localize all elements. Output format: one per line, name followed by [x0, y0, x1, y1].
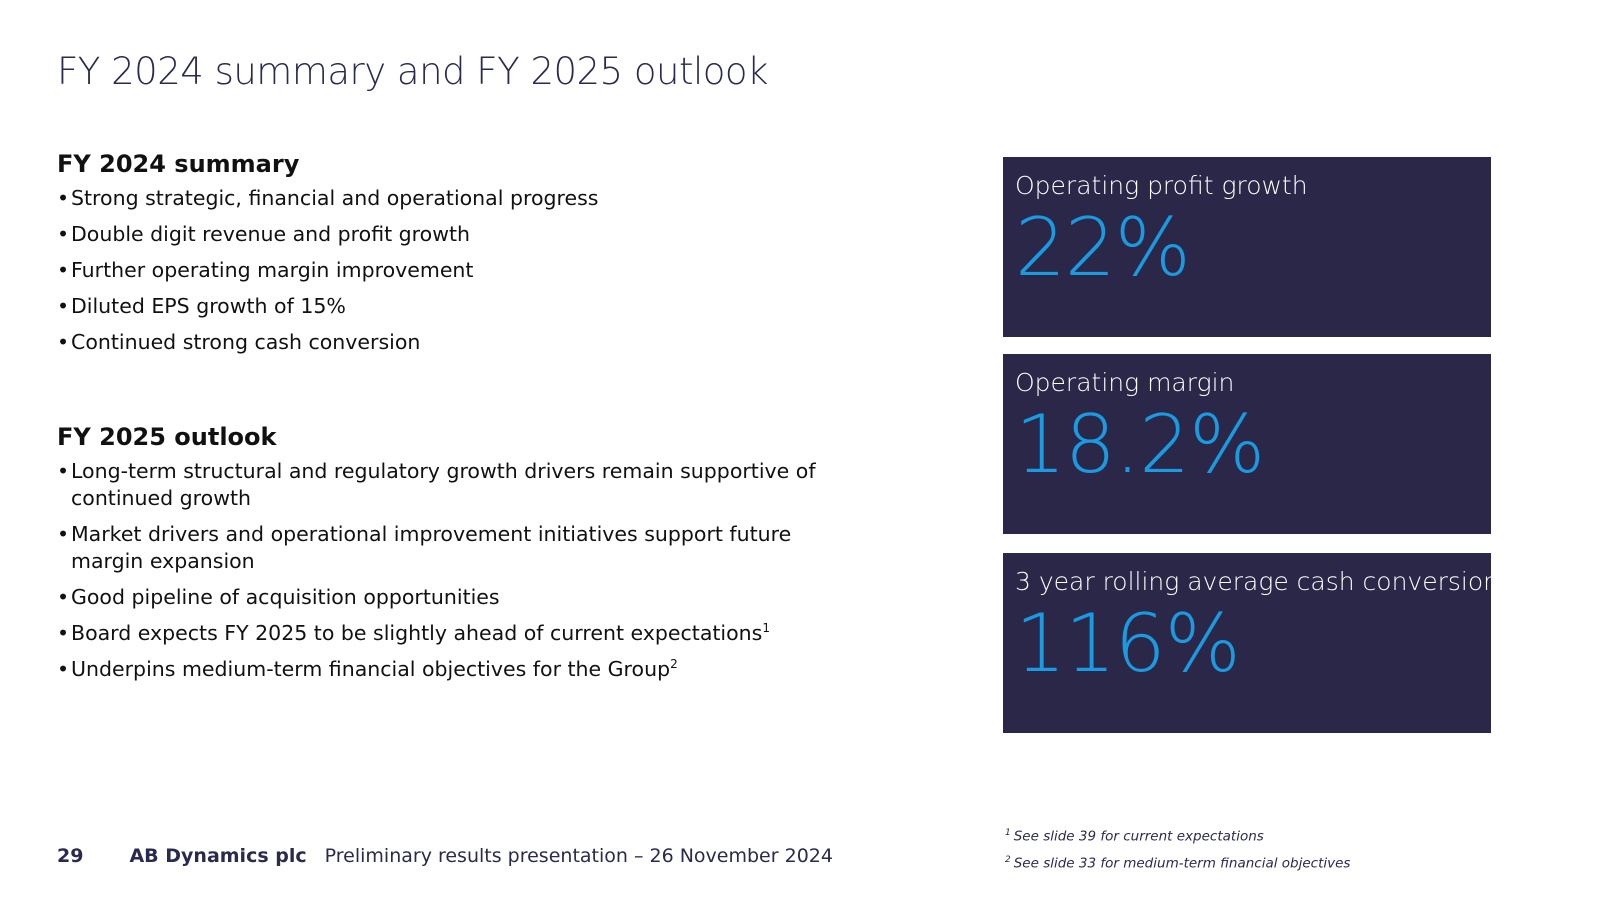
kpi-card-cash-conversion: 3 year rolling average cash conversion 1… — [1003, 553, 1499, 733]
presentation-name: Preliminary results presentation – 26 No… — [324, 845, 833, 867]
list-item: Good pipeline of acquisition opportuniti… — [57, 584, 857, 611]
kpi-card-operating-margin: Operating margin 18.2% — [1003, 354, 1491, 534]
list-item: Double digit revenue and profit growth — [57, 221, 857, 248]
kpi-card-operating-profit-growth: Operating profit growth 22% — [1003, 157, 1491, 337]
kpi-label: Operating margin — [1015, 368, 1235, 397]
footnote-ref: 2 — [670, 657, 678, 672]
list-item: Long-term structural and regulatory grow… — [57, 458, 857, 512]
list-item: Board expects FY 2025 to be slightly ahe… — [57, 620, 857, 647]
page-title: FY 2024 summary and FY 2025 outlook — [57, 50, 768, 93]
kpi-value: 22% — [1015, 201, 1191, 294]
page-number: 29 — [57, 845, 84, 867]
list-item: Strong strategic, financial and operatio… — [57, 185, 857, 212]
list-item: Further operating margin improvement — [57, 257, 857, 284]
footer: 29 AB Dynamics plc Preliminary results pre… — [57, 845, 833, 867]
list-item: Diluted EPS growth of 15% — [57, 293, 857, 320]
outlook-section: FY 2025 outlook Long-term structural and… — [57, 423, 857, 692]
summary-section: FY 2024 summary Strong strategic, financ… — [57, 150, 857, 365]
list-item: Underpins medium-term financial objectiv… — [57, 656, 857, 683]
list-item: Continued strong cash conversion — [57, 329, 857, 356]
list-item: Market drivers and operational improveme… — [57, 521, 857, 575]
footnote-ref: 1 — [762, 621, 770, 636]
footnote-mark: 1 — [1005, 828, 1011, 838]
company-name: AB Dynamics plc — [129, 845, 307, 867]
footnote-text: See slide 39 for current expectations — [1013, 828, 1264, 845]
outlook-list: Long-term structural and regulatory grow… — [57, 458, 857, 683]
footnote-text: See slide 33 for medium-term financial o… — [1013, 855, 1351, 872]
footnote-mark: 2 — [1005, 855, 1011, 865]
kpi-value: 18.2% — [1015, 398, 1265, 491]
kpi-label: Operating profit growth — [1015, 171, 1308, 200]
kpi-value: 116% — [1015, 597, 1241, 690]
outlook-heading: FY 2025 outlook — [57, 423, 277, 451]
summary-list: Strong strategic, financial and operatio… — [57, 185, 857, 356]
footnote-1: 1 See slide 39 for current expectations — [1005, 828, 1264, 845]
summary-heading: FY 2024 summary — [57, 150, 300, 178]
footnote-2: 2 See slide 33 for medium-term financial … — [1005, 855, 1350, 872]
kpi-label: 3 year rolling average cash conversion — [1015, 567, 1499, 596]
